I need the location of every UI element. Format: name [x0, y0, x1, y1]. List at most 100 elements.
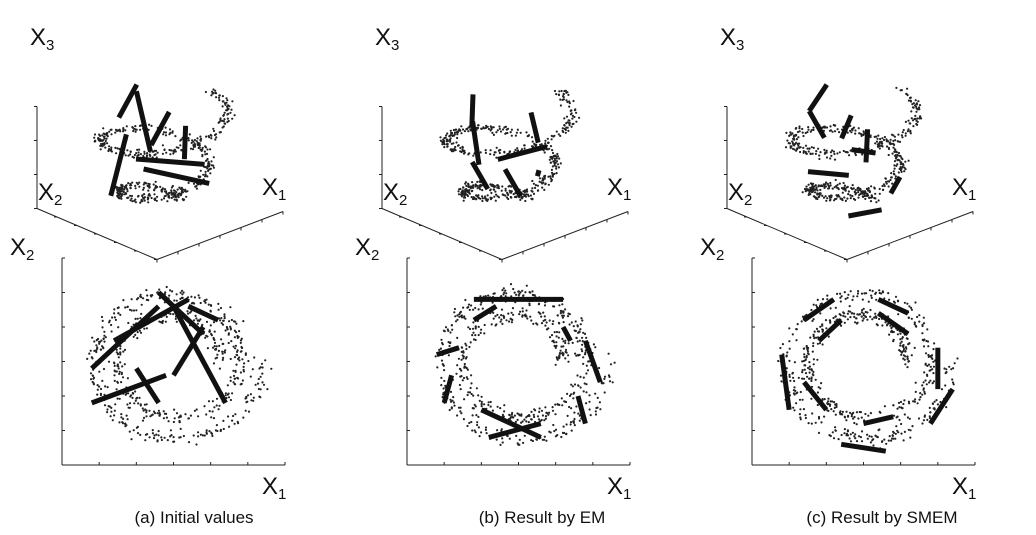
c-bottom-data-point	[791, 333, 794, 336]
a-bottom-data-point	[122, 299, 125, 302]
b-bottom-data-point	[470, 304, 473, 307]
b-top-data-point	[476, 184, 479, 187]
b-bottom-data-point	[537, 311, 540, 314]
c-top-data-point	[814, 191, 817, 194]
c-bottom-data-point	[839, 292, 842, 295]
b-bottom-data-point	[443, 330, 446, 333]
a-bottom-data-point	[161, 321, 164, 325]
b-bottom-data-point	[542, 319, 545, 322]
a-top-data-point	[136, 148, 139, 151]
b-top-data-point	[544, 174, 547, 177]
c-bottom-data-point	[803, 355, 806, 359]
b-top-data-point	[502, 193, 505, 197]
a-bottom-data-point	[223, 317, 226, 320]
a-top-data-point	[194, 185, 197, 188]
c-top-data-point	[836, 152, 839, 155]
b-bottom-data-point	[505, 292, 508, 295]
c-bottom-data-point	[866, 318, 869, 321]
a-bottom-data-point	[181, 293, 184, 296]
b-bottom-data-point	[558, 355, 561, 359]
a-top-data-point	[204, 174, 207, 177]
b-top-data-point	[564, 128, 568, 131]
a-top-data-point	[197, 146, 200, 150]
b-bottom-data-point	[501, 441, 504, 444]
a-top-data-point	[148, 184, 151, 188]
a-bottom-data-point	[160, 436, 163, 439]
a-top-data-point	[233, 114, 236, 117]
c-bottom-data-point	[843, 416, 847, 419]
b-bottom-data-point	[571, 341, 574, 344]
b-bottom-data-point	[527, 421, 530, 424]
b-bottom-data-point	[468, 421, 471, 425]
b-top-data-point	[550, 138, 553, 141]
c-bottom-data-point	[849, 440, 853, 443]
a-top-data-point	[133, 153, 136, 157]
b-top-data-point	[559, 98, 562, 101]
a-top-data-point	[222, 113, 225, 116]
b-top-data-point	[534, 184, 538, 187]
a-top-data-point	[161, 152, 164, 155]
c-bottom-data-point	[807, 366, 810, 370]
a-top-data-point	[114, 131, 117, 134]
a-top-data-point	[204, 90, 207, 94]
a-bottom-data-point	[96, 347, 99, 350]
b-top-data-point	[484, 149, 487, 152]
a-bottom-data-point	[93, 340, 96, 343]
b-top-data-point	[567, 119, 570, 122]
c-bottom-data-point	[874, 434, 877, 437]
a-bottom-data-point	[218, 367, 221, 370]
a-top-data-point	[130, 197, 133, 200]
a-bottom-data-point	[210, 332, 213, 336]
c-top-data-point	[833, 130, 837, 133]
c-top-data-point	[879, 140, 882, 143]
b-top-data-point	[501, 128, 505, 131]
b-bottom-data-point	[578, 331, 581, 334]
b-bottom-data-point	[559, 309, 563, 312]
a-bottom-data-point	[131, 391, 134, 395]
a-bottom-data-point	[236, 376, 239, 379]
a-bottom-data-point	[198, 319, 201, 322]
b-bottom-data-point	[453, 311, 456, 314]
a-bottom-data-point	[174, 317, 177, 320]
a-top-data-point	[164, 126, 167, 129]
b-bottom-data-point	[560, 397, 563, 400]
c-bottom-data-point	[813, 330, 816, 333]
c-top-data-point	[802, 146, 805, 149]
b-bottom-data-point	[495, 438, 498, 441]
a-bottom-data-point	[221, 350, 224, 353]
c-top-data-point	[895, 86, 898, 89]
c-top-data-point	[835, 185, 838, 188]
c-top-data-point	[901, 131, 904, 134]
b-bottom-data-point	[581, 350, 584, 353]
c-bottom-data-point	[854, 433, 857, 436]
c-top-data-point	[891, 152, 894, 155]
c-bottom-data-point	[791, 371, 795, 374]
b-top-data-point	[559, 162, 562, 165]
b-top-data-point	[481, 195, 484, 198]
c-top-data-point	[844, 150, 847, 154]
a-bottom-data-point	[117, 367, 120, 370]
c-top-data-point	[817, 195, 820, 199]
a-bottom-data-point	[121, 421, 124, 424]
a-bottom-data-point	[186, 312, 190, 315]
a-top-data-point	[146, 196, 149, 199]
c-bottom-data-point	[899, 400, 903, 404]
b-top-data-point	[523, 147, 526, 150]
b-bottom-data-point	[487, 401, 490, 404]
c-bottom-data-point	[788, 347, 791, 350]
b-bottom-data-point	[564, 348, 568, 351]
b-bottom-data-point	[521, 420, 524, 423]
c-bottom-data-point	[816, 403, 819, 407]
c-top-data-point	[878, 192, 881, 195]
b-bottom-data-point	[480, 402, 483, 405]
a-bottom-data-point	[175, 299, 178, 302]
c-bottom-data-point	[847, 293, 850, 296]
a-bottom-local-pca-segment	[187, 304, 220, 323]
b-bottom-data-point	[543, 435, 546, 438]
c-bottom-data-point	[863, 292, 866, 295]
a-top-data-point	[170, 186, 173, 189]
a-top-data-point	[201, 146, 204, 149]
a-bottom-data-point	[164, 320, 167, 323]
a-top-data-point	[103, 142, 106, 145]
b-top-local-pca-segment	[470, 121, 482, 166]
